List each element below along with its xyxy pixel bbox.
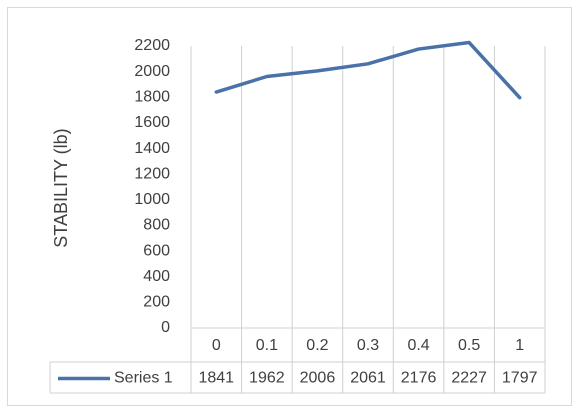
y-tick-label: 1800 [134, 88, 170, 105]
y-tick-label: 1200 [134, 165, 170, 182]
table-value: 1797 [502, 370, 538, 387]
y-tick-label: 600 [143, 242, 170, 259]
table-value: 1841 [198, 370, 234, 387]
table-value: 2061 [350, 370, 386, 387]
y-tick-label: 2200 [134, 37, 170, 54]
table-value: 2227 [451, 370, 487, 387]
y-tick-label: 800 [143, 217, 170, 234]
y-tick-label: 1000 [134, 191, 170, 208]
y-tick-label: 1400 [134, 140, 170, 157]
y-tick-label: 1600 [134, 114, 170, 131]
x-tick-label: 0.3 [357, 337, 379, 354]
y-tick-label: 400 [143, 268, 170, 285]
y-tick-label: 2000 [134, 63, 170, 80]
x-tick-label: 0.2 [306, 337, 328, 354]
y-tick-label: 200 [143, 294, 170, 311]
y-tick-label: 0 [161, 319, 170, 336]
table-value: 2006 [300, 370, 336, 387]
table-value: 2176 [401, 370, 437, 387]
x-tick-label: 0.4 [407, 337, 429, 354]
y-axis-label: STABILITY (lb) [51, 128, 71, 247]
x-tick-label: 0.5 [458, 337, 480, 354]
legend-label: Series 1 [114, 370, 173, 387]
x-tick-label: 0 [212, 337, 221, 354]
table-value: 1962 [249, 370, 285, 387]
x-tick-label: 1 [515, 337, 524, 354]
chart-border [7, 7, 572, 406]
series-line [214, 40, 522, 100]
x-tick-label: 0.1 [256, 337, 278, 354]
